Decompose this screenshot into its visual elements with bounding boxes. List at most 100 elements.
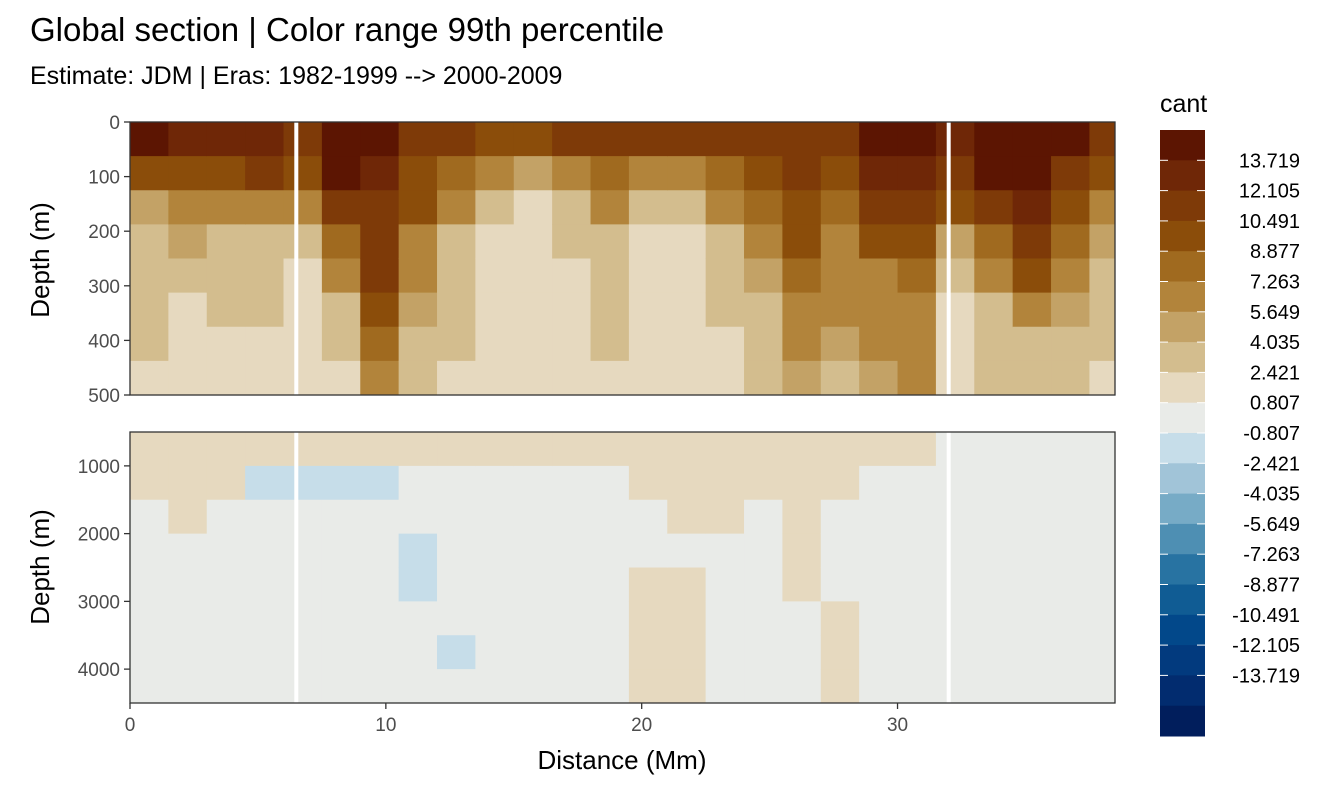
heatmap-cell <box>782 465 822 501</box>
heatmap-cell <box>859 292 899 328</box>
legend-label: 8.877 <box>1250 241 1300 263</box>
heatmap-cell <box>782 533 822 568</box>
heatmap-cell <box>283 567 323 602</box>
heatmap-cell <box>782 258 822 294</box>
heatmap-cell <box>1012 465 1052 501</box>
y-tick-label: 1000 <box>78 457 120 478</box>
heatmap-cell <box>628 533 668 568</box>
heatmap-cell <box>1089 465 1116 501</box>
heatmap-cell <box>245 432 285 467</box>
heatmap-cell <box>168 224 208 259</box>
heatmap-cell <box>321 258 361 294</box>
heatmap-cell <box>552 122 592 157</box>
heatmap-cell <box>1012 258 1052 294</box>
heatmap-cell <box>744 156 783 191</box>
heatmap-cell <box>974 326 1014 362</box>
heatmap-cell <box>206 567 246 602</box>
panel-border <box>129 431 1116 704</box>
heatmap-cell <box>859 465 899 501</box>
heatmap-cell <box>360 326 400 362</box>
heatmap-cell <box>245 122 285 157</box>
x-axis: 0 10 20 30 <box>125 703 908 736</box>
chart-title: Global section | Color range 99th percen… <box>30 11 664 48</box>
heatmap-cell <box>744 567 783 602</box>
legend-swatch <box>1160 584 1205 616</box>
heatmap-cell <box>974 122 1014 157</box>
heatmap-cell <box>398 156 438 191</box>
heatmap-cell <box>974 224 1014 259</box>
heatmap-cell <box>782 669 822 704</box>
heatmap-cell <box>245 601 285 636</box>
heatmap-cell <box>744 190 783 225</box>
heatmap-cell <box>552 224 592 259</box>
heatmap-cell <box>1051 601 1090 636</box>
heatmap-cells <box>130 432 1116 704</box>
legend-label: -8.877 <box>1243 575 1300 597</box>
heatmap-cell <box>552 156 592 191</box>
heatmap-cell <box>321 533 361 568</box>
heatmap-cell <box>935 533 975 568</box>
heatmap-cell <box>782 360 822 396</box>
heatmap-cell <box>628 499 668 535</box>
heatmap-cell <box>1012 601 1052 636</box>
heatmap-cell <box>744 533 783 568</box>
heatmap-cell <box>628 122 668 157</box>
heatmap-cell <box>360 465 400 501</box>
y-tick-label: 300 <box>88 277 120 298</box>
heatmap-cell <box>705 190 745 225</box>
heatmap-cell <box>859 190 899 225</box>
heatmap-cell <box>974 601 1014 636</box>
heatmap-cell <box>475 360 515 396</box>
heatmap-cell <box>705 122 745 157</box>
heatmap-cell <box>744 465 783 501</box>
heatmap-cell <box>782 224 822 259</box>
heatmap-cell <box>321 432 361 467</box>
heatmap-cell <box>321 292 361 328</box>
heatmap-cells <box>130 122 1116 396</box>
heatmap-cell <box>398 122 438 157</box>
heatmap-cell <box>705 156 745 191</box>
legend-label: 7.263 <box>1250 272 1300 294</box>
heatmap-cell <box>744 258 783 294</box>
section-gap <box>294 432 299 703</box>
heatmap-cell <box>130 292 169 328</box>
heatmap-cell <box>206 432 246 467</box>
heatmap-cell <box>974 292 1014 328</box>
heatmap-cell <box>667 499 707 535</box>
lower-panel: 1000 2000 3000 4000 <box>78 431 1116 704</box>
heatmap-cell <box>705 360 745 396</box>
legend-swatch <box>1160 523 1205 555</box>
heatmap-cell <box>590 292 630 328</box>
heatmap-cell <box>1051 669 1090 704</box>
heatmap-cell <box>1012 224 1052 259</box>
heatmap-cell <box>590 258 630 294</box>
heatmap-cell <box>552 258 592 294</box>
heatmap-cell <box>859 601 899 636</box>
heatmap-cell <box>1051 432 1090 467</box>
heatmap-cell <box>398 360 438 396</box>
heatmap-cell <box>974 360 1014 396</box>
heatmap-cell <box>859 326 899 362</box>
heatmap-cell <box>1089 567 1116 602</box>
heatmap-cell <box>667 190 707 225</box>
heatmap-cell <box>590 567 630 602</box>
heatmap-cell <box>168 360 208 396</box>
heatmap-cell <box>321 635 361 670</box>
legend-swatch <box>1160 372 1205 404</box>
heatmap-cell <box>897 122 937 157</box>
heatmap-cell <box>782 601 822 636</box>
heatmap-cell <box>897 669 937 704</box>
legend-swatch <box>1160 433 1205 464</box>
heatmap-cell <box>475 292 515 328</box>
heatmap-cell <box>590 432 630 467</box>
heatmap-cell <box>782 567 822 602</box>
heatmap-cell <box>552 432 592 467</box>
heatmap-cell <box>667 122 707 157</box>
heatmap-cell <box>552 326 592 362</box>
heatmap-cell <box>1051 292 1090 328</box>
heatmap-cell <box>897 499 937 535</box>
heatmap-cell <box>130 122 169 157</box>
legend-label: -7.263 <box>1243 544 1300 566</box>
heatmap-cell <box>897 635 937 670</box>
heatmap-cell <box>590 122 630 157</box>
